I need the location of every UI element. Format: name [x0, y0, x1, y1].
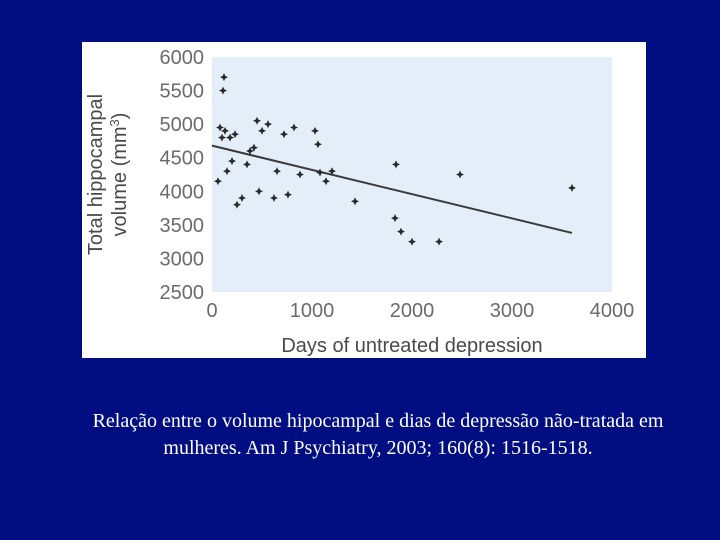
- data-point: [246, 147, 254, 155]
- data-point: [233, 200, 241, 209]
- data-point: [408, 237, 416, 246]
- x-axis-label: Days of untreated depression: [281, 335, 542, 357]
- chart-figure: 6000 5500 5000 4500 4000 3500 3000 2500 0 1000 200…: [82, 42, 646, 358]
- y-tick-label: 3500: [160, 215, 205, 237]
- data-point: [223, 167, 231, 176]
- x-tick-label: 2000: [390, 300, 435, 322]
- data-point: [228, 157, 236, 166]
- data-point: [311, 126, 319, 135]
- data-point: [280, 130, 288, 139]
- data-point: [216, 123, 224, 132]
- x-tick-label: 4000: [590, 300, 635, 322]
- trend-line: [211, 144, 573, 234]
- data-point: [231, 130, 239, 139]
- data-point: [328, 167, 336, 176]
- y-tick-label: 3000: [160, 248, 205, 270]
- data-point: [255, 187, 263, 196]
- data-point: [316, 168, 324, 177]
- y-tick-label: 5500: [160, 81, 205, 103]
- data-point: [218, 133, 226, 142]
- x-tick-label: 1000: [290, 300, 335, 322]
- y-axis-label-close: ): [109, 113, 131, 120]
- y-axis-label-main: Total hippocampal: [85, 94, 107, 255]
- x-tick-label: 0: [206, 300, 217, 322]
- data-point: [270, 194, 278, 202]
- data-point: [391, 214, 399, 223]
- y-axis-label-superscript: 3: [107, 119, 122, 126]
- y-axis-label: Total hippocampal volume (mm3): [85, 94, 131, 255]
- y-tick-label: 6000: [160, 47, 205, 69]
- data-point: [397, 227, 405, 236]
- data-point: [250, 143, 258, 152]
- data-point: [219, 86, 227, 95]
- y-axis-label-units: volume (mm: [109, 126, 131, 236]
- data-point: [243, 160, 251, 169]
- data-point: [226, 133, 234, 142]
- data-point: [221, 126, 229, 135]
- plot-area: [212, 57, 612, 292]
- data-point: [435, 237, 443, 246]
- y-tick-label: 5000: [160, 114, 205, 136]
- x-tick-label: 3000: [490, 300, 535, 322]
- data-point: [392, 160, 400, 169]
- slide-caption: Relação entre o volume hipocampal e dias…: [92, 410, 664, 459]
- data-point: [314, 140, 322, 149]
- data-point: [264, 120, 272, 129]
- data-point: [258, 126, 266, 135]
- data-point: [253, 116, 261, 125]
- y-tick-label: 4500: [160, 148, 205, 170]
- data-point: [351, 197, 359, 206]
- data-point: [284, 190, 292, 199]
- data-point: [296, 170, 304, 179]
- data-point: [568, 183, 576, 192]
- y-tick-label: 2500: [160, 282, 205, 304]
- data-point: [290, 123, 298, 132]
- data-point: [220, 73, 228, 82]
- data-point: [214, 177, 222, 186]
- y-tick-label: 4000: [160, 181, 205, 203]
- data-point: [456, 170, 464, 179]
- data-point: [322, 177, 330, 186]
- data-point: [273, 167, 281, 176]
- data-point: [238, 194, 246, 202]
